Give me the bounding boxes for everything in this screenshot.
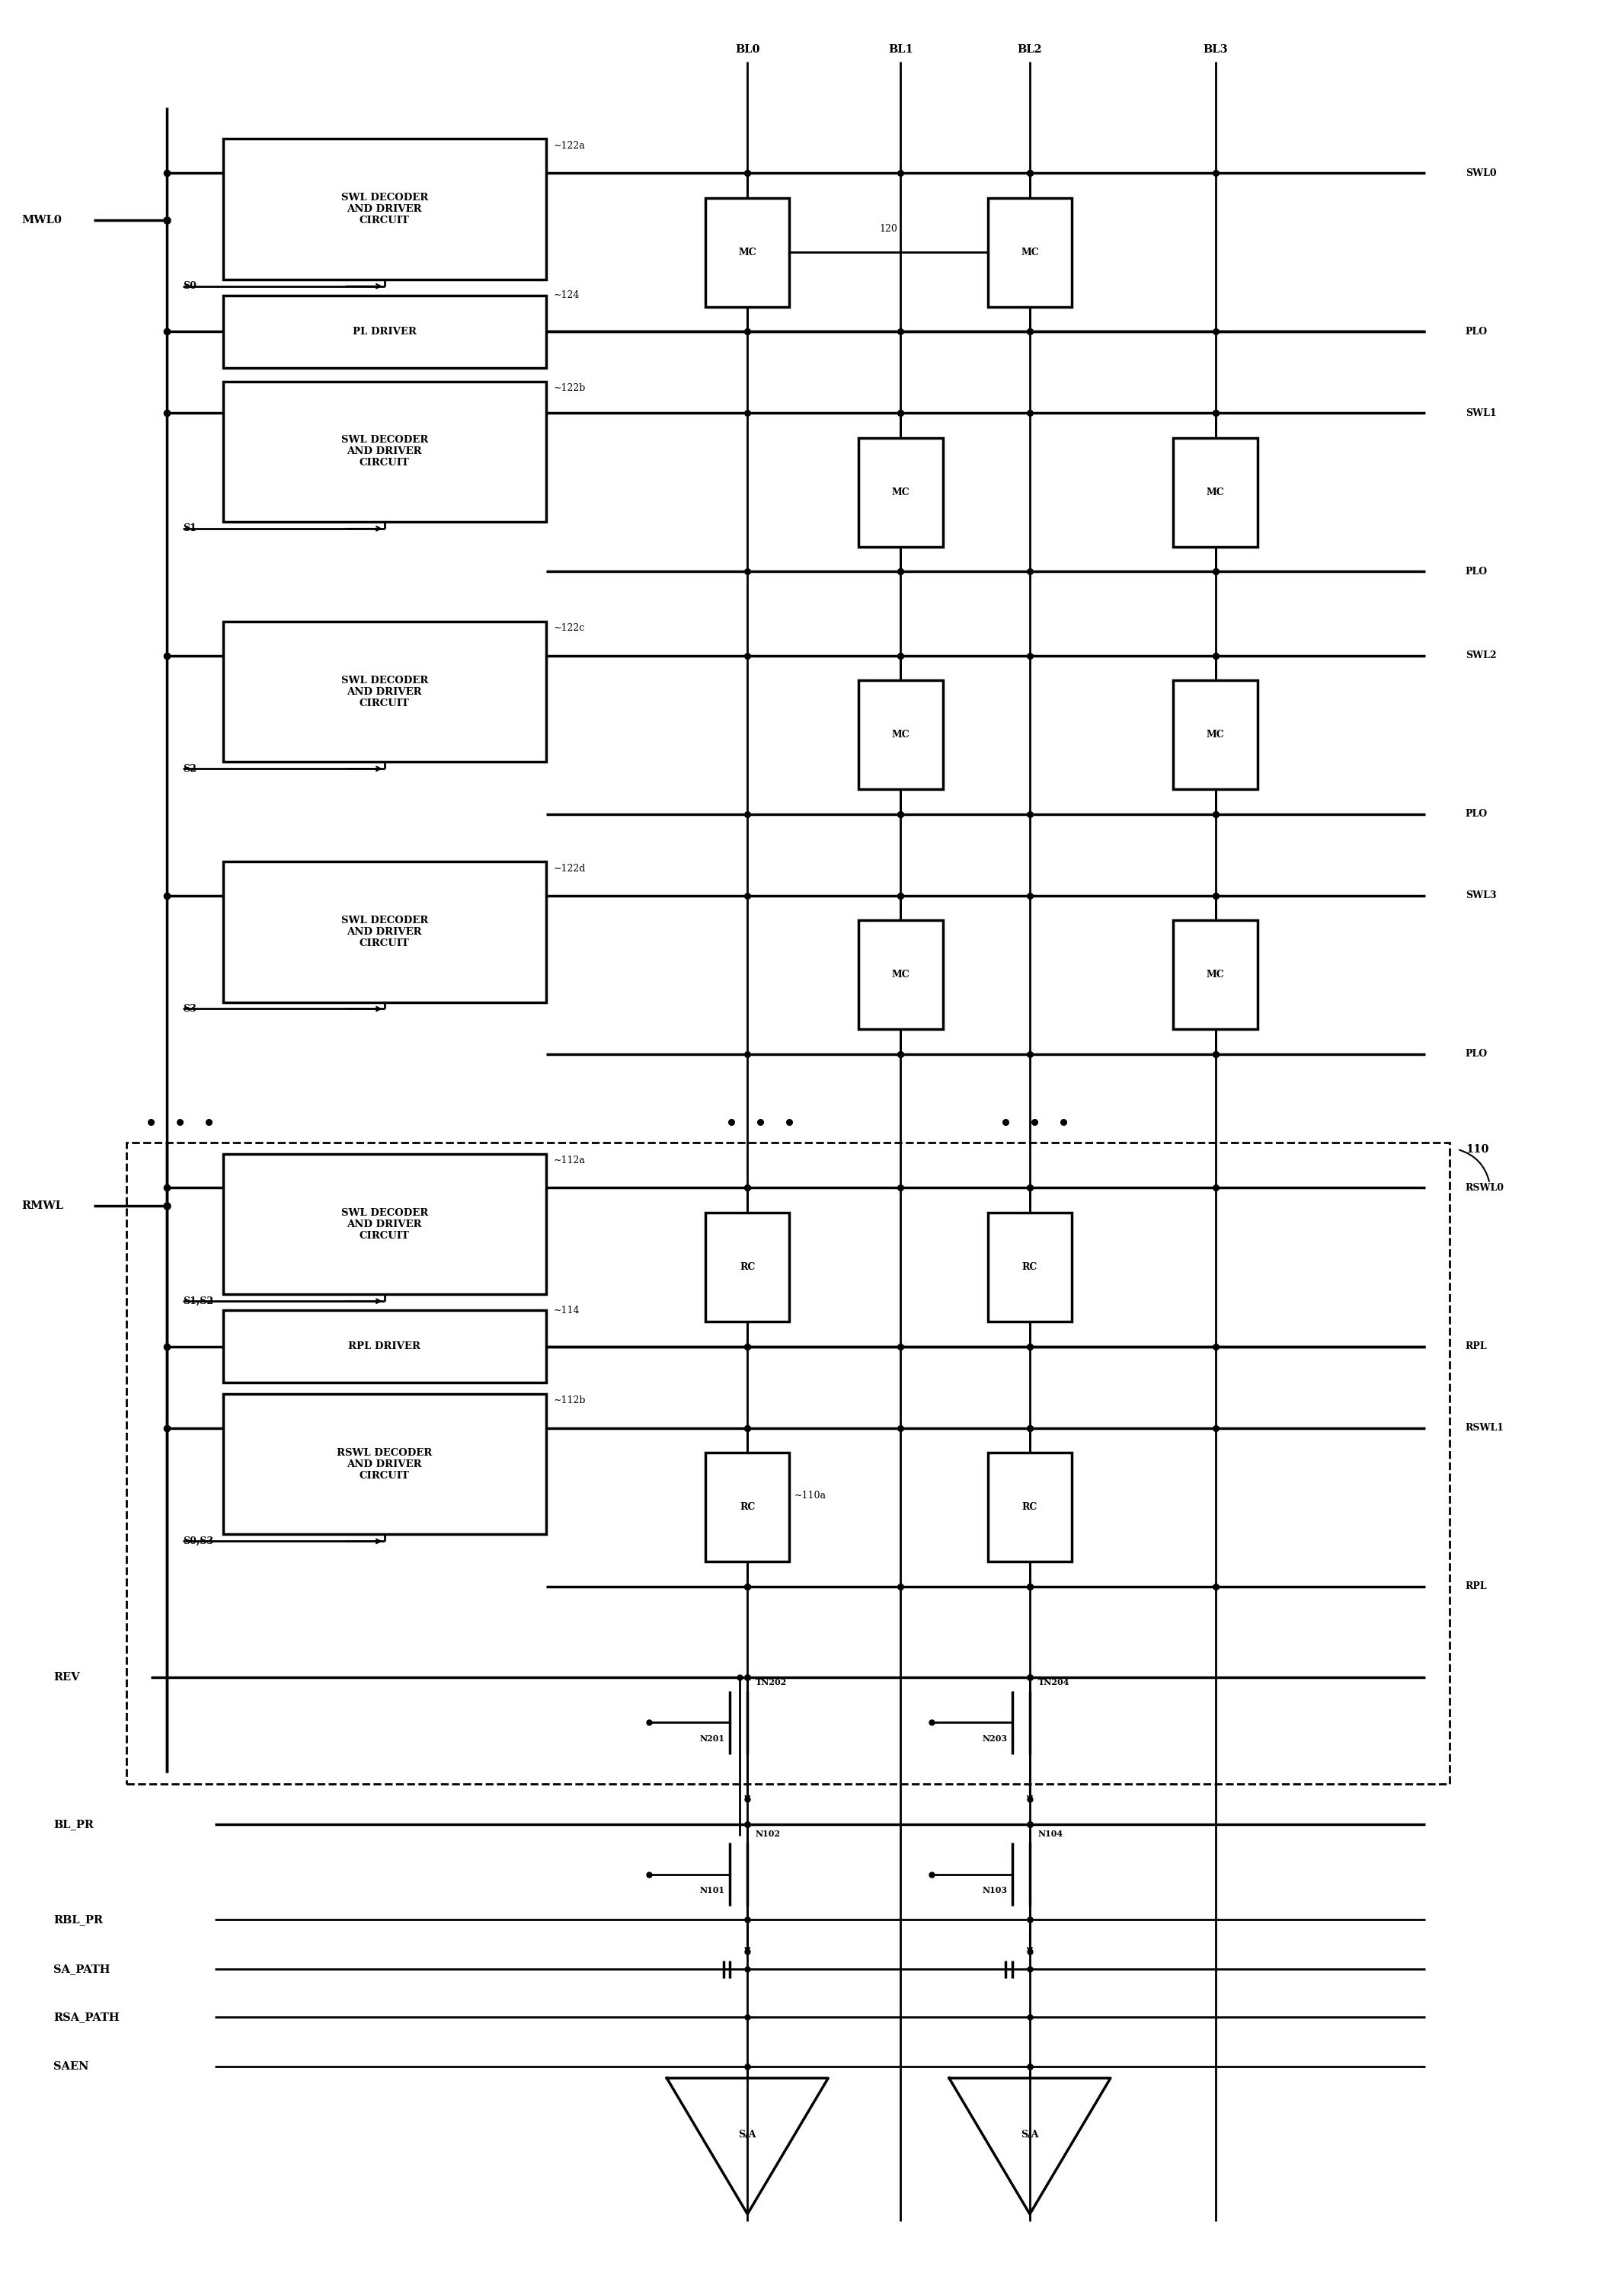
Text: SAEN: SAEN (54, 2062, 89, 2071)
Text: MC: MC (1207, 970, 1224, 981)
Text: RSWL0: RSWL0 (1465, 1184, 1504, 1193)
Text: ∼114: ∼114 (554, 1304, 580, 1316)
Text: SA_PATH: SA_PATH (54, 1964, 110, 1976)
Text: ∼112b: ∼112b (554, 1395, 586, 1407)
Text: RSWL DECODER
AND DRIVER
CIRCUIT: RSWL DECODER AND DRIVER CIRCUIT (336, 1448, 432, 1482)
Bar (1174, 437, 1257, 546)
Bar (987, 198, 1072, 307)
Text: TN204: TN204 (1038, 1677, 1069, 1687)
Text: PLO: PLO (1465, 808, 1488, 819)
Polygon shape (667, 2078, 828, 2215)
Text: SWL DECODER
AND DRIVER
CIRCUIT: SWL DECODER AND DRIVER CIRCUIT (341, 1209, 429, 1240)
Text: SWL2: SWL2 (1465, 651, 1496, 660)
Bar (127, 1143, 1449, 1784)
Text: RBL_PR: RBL_PR (54, 1914, 104, 1925)
Text: SWL DECODER
AND DRIVER
CIRCUIT: SWL DECODER AND DRIVER CIRCUIT (341, 915, 429, 949)
Text: 120: 120 (880, 225, 898, 234)
Text: RMWL: RMWL (21, 1202, 63, 1211)
Text: BL0: BL0 (736, 46, 760, 55)
Polygon shape (948, 2078, 1111, 2215)
Text: RPL: RPL (1465, 1582, 1488, 1591)
Text: SWL DECODER
AND DRIVER
CIRCUIT: SWL DECODER AND DRIVER CIRCUIT (341, 676, 429, 708)
Text: S3: S3 (184, 1004, 197, 1013)
Bar (222, 621, 546, 762)
Text: S/A: S/A (739, 2130, 757, 2139)
Text: S1: S1 (184, 523, 197, 533)
Text: ∼122d: ∼122d (554, 863, 586, 874)
Text: PLO: PLO (1465, 567, 1488, 576)
Text: BL2: BL2 (1017, 46, 1043, 55)
Bar (1174, 681, 1257, 790)
Bar (859, 920, 942, 1029)
Text: N101: N101 (700, 1887, 724, 1894)
Bar (222, 1154, 546, 1295)
Text: N201: N201 (700, 1734, 724, 1743)
Text: N102: N102 (755, 1830, 781, 1839)
Text: TN202: TN202 (755, 1677, 788, 1687)
Text: MC: MC (892, 487, 909, 498)
Text: PLO: PLO (1465, 1049, 1488, 1058)
Bar (222, 863, 546, 1001)
Text: MC: MC (892, 731, 909, 740)
Text: PLO: PLO (1465, 325, 1488, 337)
Text: MC: MC (1207, 487, 1224, 498)
Text: MC: MC (1021, 248, 1039, 257)
Bar (1174, 920, 1257, 1029)
Text: RC: RC (739, 1502, 755, 1511)
Text: RSA_PATH: RSA_PATH (54, 2012, 120, 2023)
Text: S0: S0 (184, 282, 197, 291)
Text: ∼112a: ∼112a (554, 1156, 586, 1165)
Bar (222, 1393, 546, 1534)
Text: RPL DRIVER: RPL DRIVER (348, 1341, 421, 1352)
Text: RC: RC (739, 1263, 755, 1272)
Text: MWL0: MWL0 (21, 216, 62, 225)
Text: RC: RC (1021, 1502, 1038, 1511)
Text: 110: 110 (1465, 1145, 1489, 1154)
Text: ∼122c: ∼122c (554, 624, 585, 633)
Bar (222, 139, 546, 280)
Text: S1,S2: S1,S2 (184, 1295, 213, 1306)
Text: BL3: BL3 (1203, 46, 1228, 55)
Text: SWL0: SWL0 (1465, 168, 1496, 178)
Text: S/A: S/A (1021, 2130, 1039, 2139)
Bar (705, 1213, 789, 1322)
Bar (859, 437, 942, 546)
Bar (222, 382, 546, 521)
Text: BL1: BL1 (888, 46, 913, 55)
Text: RPL: RPL (1465, 1341, 1488, 1352)
Text: N104: N104 (1038, 1830, 1064, 1839)
Bar (987, 1452, 1072, 1561)
Text: ∼124: ∼124 (554, 291, 580, 300)
Text: MC: MC (892, 970, 909, 981)
Text: N103: N103 (983, 1887, 1007, 1894)
Text: ∼122b: ∼122b (554, 382, 586, 394)
Text: MC: MC (1207, 731, 1224, 740)
Bar (705, 1452, 789, 1561)
Bar (222, 296, 546, 369)
Text: S0,S3: S0,S3 (184, 1536, 213, 1545)
Bar (222, 1311, 546, 1382)
Text: S2: S2 (184, 765, 197, 774)
Text: REV: REV (54, 1673, 80, 1682)
Text: SWL1: SWL1 (1465, 407, 1496, 419)
Text: RSWL1: RSWL1 (1465, 1422, 1504, 1434)
Text: SWL DECODER
AND DRIVER
CIRCUIT: SWL DECODER AND DRIVER CIRCUIT (341, 435, 429, 469)
Text: SWL DECODER
AND DRIVER
CIRCUIT: SWL DECODER AND DRIVER CIRCUIT (341, 193, 429, 225)
Bar (859, 681, 942, 790)
Text: N203: N203 (983, 1734, 1007, 1743)
Text: PL DRIVER: PL DRIVER (352, 325, 416, 337)
Bar (705, 198, 789, 307)
Text: RC: RC (1021, 1263, 1038, 1272)
Text: MC: MC (739, 248, 757, 257)
Bar (987, 1213, 1072, 1322)
Text: ∼110a: ∼110a (794, 1491, 827, 1500)
Text: SWL3: SWL3 (1465, 890, 1496, 901)
Text: ∼122a: ∼122a (554, 141, 586, 150)
Text: BL_PR: BL_PR (54, 1819, 94, 1830)
